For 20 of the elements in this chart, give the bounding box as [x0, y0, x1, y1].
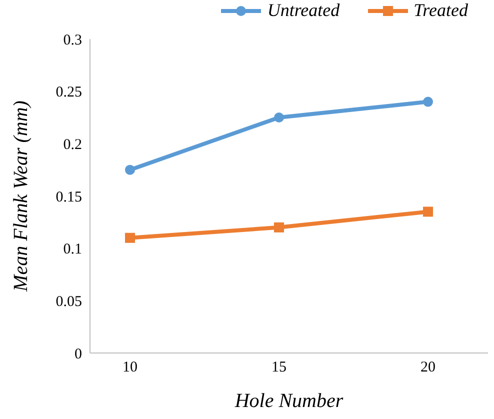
y-tick-label: 0.3: [63, 32, 82, 48]
y-tick-label: 0.05: [56, 294, 82, 310]
x-tick-label: 15: [272, 360, 286, 376]
legend-label: Treated: [414, 0, 468, 21]
y-axis-title: Mean Flank Wear (mm): [10, 100, 32, 292]
x-tick-label: 20: [420, 360, 436, 376]
y-tick-label: 0.2: [63, 136, 82, 153]
x-tick-label: 10: [122, 360, 138, 376]
y-tick-label: 0.15: [56, 189, 82, 206]
y-tick-label: 0.25: [56, 84, 82, 101]
legend-label: Untreated: [267, 0, 340, 21]
point: [423, 206, 433, 217]
y-tick-label: 0.1: [63, 242, 82, 258]
point: [125, 232, 135, 243]
point: [423, 96, 433, 107]
x-axis-title: Hole Number: [234, 390, 344, 412]
point: [125, 164, 135, 175]
point: [274, 112, 284, 122]
y-tick-label: 0: [74, 346, 82, 362]
point: [274, 222, 284, 232]
